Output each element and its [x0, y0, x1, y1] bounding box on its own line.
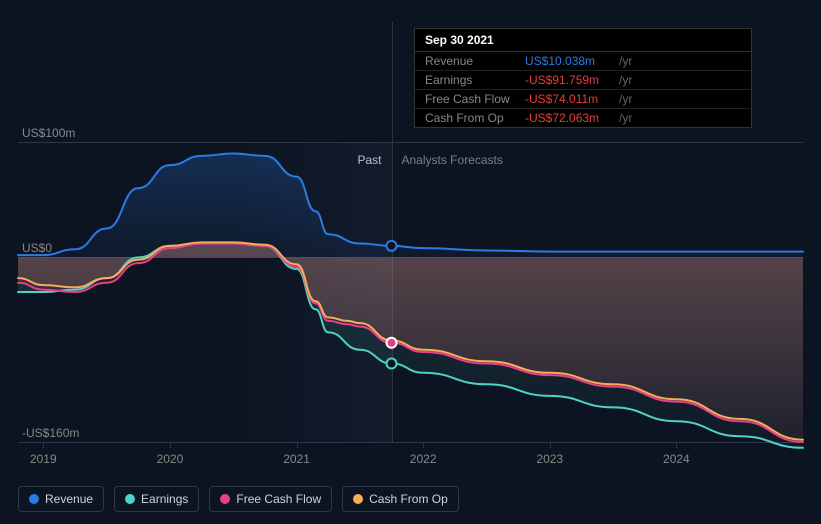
tooltip-row-unit: /yr	[619, 111, 632, 125]
chart-legend: Revenue Earnings Free Cash Flow Cash From O…	[18, 486, 459, 512]
x-axis-label: 2021	[283, 452, 310, 466]
tooltip-row-unit: /yr	[619, 92, 632, 106]
marker-revenue	[387, 241, 397, 251]
tooltip-row-label: Earnings	[425, 73, 517, 87]
tooltip-date: Sep 30 2021	[415, 29, 751, 52]
legend-item-revenue[interactable]: Revenue	[18, 486, 104, 512]
legend-item-earnings[interactable]: Earnings	[114, 486, 199, 512]
x-axis-tick	[43, 442, 44, 448]
legend-label: Free Cash Flow	[236, 492, 321, 506]
marker-free_cash_flow	[387, 338, 397, 348]
chart-tooltip: Sep 30 2021 RevenueUS$10.038m/yrEarnings…	[414, 28, 752, 128]
tooltip-row-value: US$10.038m	[525, 54, 611, 68]
legend-item-free-cash-flow[interactable]: Free Cash Flow	[209, 486, 332, 512]
tooltip-row-label: Cash From Op	[425, 111, 517, 125]
area-revenue	[18, 154, 803, 258]
tooltip-row-unit: /yr	[619, 54, 632, 68]
x-axis-label: 2022	[410, 452, 437, 466]
chart-svg	[18, 142, 803, 442]
x-axis-tick	[550, 442, 551, 448]
tooltip-row-value: -US$72.063m	[525, 111, 611, 125]
legend-dot	[29, 494, 39, 504]
tooltip-row: Revenue US$10.038m/yr	[415, 52, 751, 71]
y-axis-label: US$100m	[22, 126, 75, 140]
marker-earnings	[387, 359, 397, 369]
gridline	[18, 442, 803, 443]
plot-area	[18, 142, 803, 442]
legend-dot	[220, 494, 230, 504]
legend-dot	[353, 494, 363, 504]
tooltip-row: Free Cash Flow -US$74.011m/yr	[415, 90, 751, 109]
x-axis-tick	[423, 442, 424, 448]
tooltip-row: Cash From Op -US$72.063m/yr	[415, 109, 751, 127]
x-axis-label: 2019	[30, 452, 57, 466]
x-axis-tick	[297, 442, 298, 448]
legend-item-cash-from-op[interactable]: Cash From Op	[342, 486, 459, 512]
x-axis-label: 2020	[157, 452, 184, 466]
tooltip-row-value: -US$74.011m	[525, 92, 611, 106]
legend-label: Earnings	[141, 492, 188, 506]
x-axis-label: 2024	[663, 452, 690, 466]
tooltip-row-label: Revenue	[425, 54, 517, 68]
tooltip-row: Earnings -US$91.759m/yr	[415, 71, 751, 90]
legend-label: Revenue	[45, 492, 93, 506]
tooltip-row-value: -US$91.759m	[525, 73, 611, 87]
tooltip-row-label: Free Cash Flow	[425, 92, 517, 106]
legend-dot	[125, 494, 135, 504]
x-axis-label: 2023	[536, 452, 563, 466]
x-axis-tick	[170, 442, 171, 448]
financial-chart: Sep 30 2021 RevenueUS$10.038m/yrEarnings…	[18, 10, 803, 510]
tooltip-row-unit: /yr	[619, 73, 632, 87]
x-axis-tick	[676, 442, 677, 448]
legend-label: Cash From Op	[369, 492, 448, 506]
